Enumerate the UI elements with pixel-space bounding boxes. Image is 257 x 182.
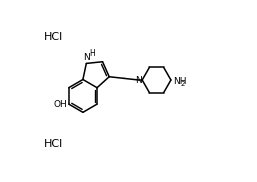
Text: HCl: HCl xyxy=(44,139,63,149)
Text: H: H xyxy=(89,50,95,58)
Text: N: N xyxy=(83,54,90,62)
Text: 2: 2 xyxy=(181,81,185,87)
Text: OH: OH xyxy=(53,100,67,109)
Text: NH: NH xyxy=(173,77,186,86)
Text: N: N xyxy=(135,76,142,84)
Text: HCl: HCl xyxy=(44,32,63,42)
